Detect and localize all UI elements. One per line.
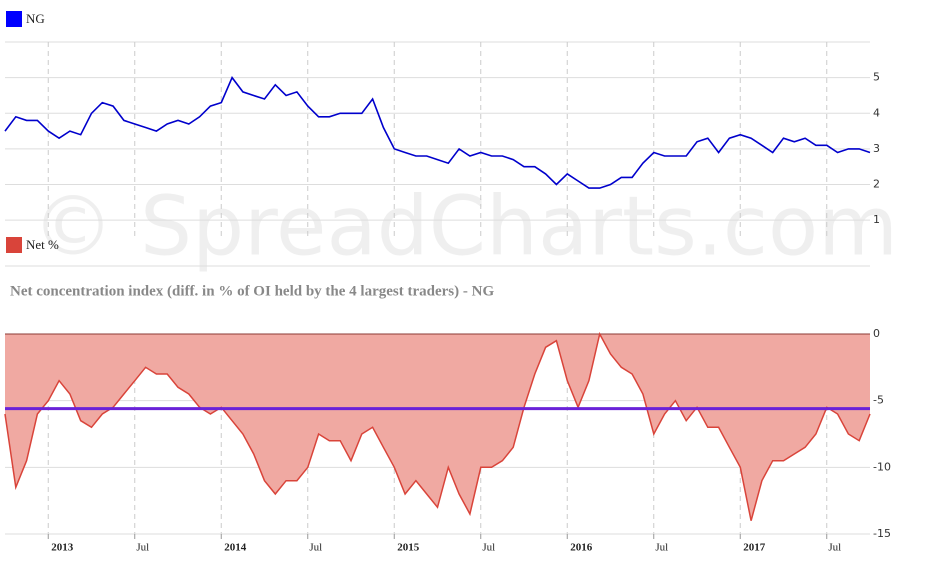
y-tick-label: -15 [873, 527, 891, 540]
legend-swatch [6, 237, 22, 253]
line-series [4, 76, 871, 189]
x-tick-label: Jul [828, 542, 841, 554]
legend-swatch [6, 11, 22, 27]
x-tick-label: Jul [482, 542, 495, 554]
legend-label: Net % [26, 237, 59, 252]
y-tick-label: 5 [873, 71, 880, 84]
watermark: © SpreadCharts.com [32, 179, 898, 274]
area-line [4, 331, 871, 521]
x-tick-label: 2016 [570, 542, 593, 554]
y-tick-label: 2 [873, 178, 880, 191]
x-tick-label: Jul [309, 542, 322, 554]
x-tick-label: 2014 [224, 542, 247, 554]
x-tick-label: Jul [655, 542, 668, 554]
y-tick-label: 0 [873, 327, 880, 340]
x-tick-label: 2013 [51, 542, 74, 554]
area-fill [5, 334, 870, 521]
x-tick-label: Jul [136, 542, 149, 554]
y-tick-label: 3 [873, 142, 880, 155]
y-tick-label: -10 [873, 460, 891, 473]
x-tick-label: 2017 [743, 542, 766, 554]
y-tick-label: 1 [873, 213, 880, 226]
legend-label: NG [26, 11, 45, 26]
chart-title: Net concentration index (diff. in % of O… [10, 283, 494, 299]
x-tick-label: 2015 [397, 542, 420, 554]
y-tick-label: -5 [873, 394, 884, 407]
y-tick-label: 4 [873, 106, 880, 119]
